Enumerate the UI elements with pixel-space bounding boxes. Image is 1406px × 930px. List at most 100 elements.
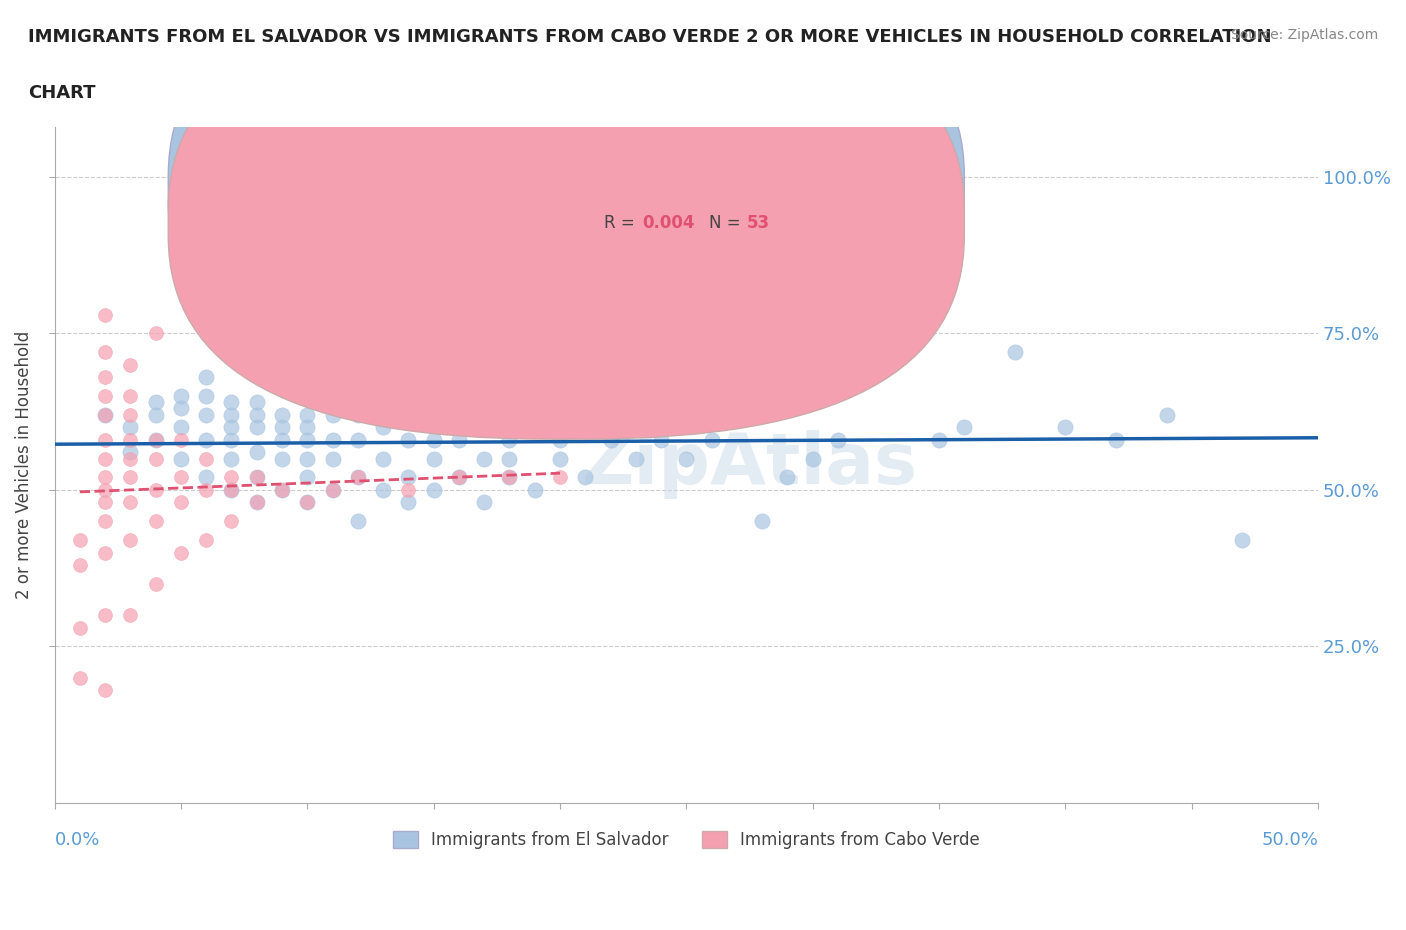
Point (346, 470, 368, 485)
Point (120, 445, 142, 459)
Point (94, 470, 117, 485)
Point (170, 545, 193, 560)
Text: N =: N = (709, 214, 747, 232)
Point (120, 357, 142, 372)
Point (422, 451, 444, 466)
FancyBboxPatch shape (522, 153, 901, 255)
Point (94, 495, 117, 510)
Point (195, 533, 218, 548)
Point (221, 513, 243, 528)
Point (246, 495, 269, 510)
Point (498, 470, 520, 485)
Point (1232, 533, 1254, 548)
Text: CHART: CHART (28, 84, 96, 101)
Point (120, 495, 142, 510)
Point (221, 483, 243, 498)
Point (346, 513, 368, 528)
Point (297, 451, 319, 466)
Point (120, 533, 142, 548)
FancyBboxPatch shape (169, 0, 965, 405)
Point (170, 451, 193, 466)
Point (246, 495, 269, 510)
Point (271, 483, 294, 498)
Point (599, 432, 621, 447)
Text: R =: R = (605, 214, 640, 232)
Point (827, 432, 849, 447)
Point (246, 407, 269, 422)
Point (548, 451, 571, 466)
Point (246, 394, 269, 409)
Point (69, 558, 91, 573)
Point (170, 389, 193, 404)
Point (801, 451, 824, 466)
Point (297, 407, 319, 422)
Point (195, 370, 218, 385)
Point (371, 419, 394, 434)
Point (120, 389, 142, 404)
Point (624, 451, 647, 466)
Point (725, 407, 748, 422)
Point (297, 470, 319, 485)
Point (145, 513, 167, 528)
Point (94, 432, 117, 447)
Point (145, 432, 167, 447)
Point (396, 495, 419, 510)
Text: 0.004: 0.004 (643, 214, 695, 232)
Point (195, 451, 218, 466)
Point (447, 470, 470, 485)
Point (877, 251, 900, 266)
Point (271, 451, 294, 466)
Text: 0.0%: 0.0% (55, 830, 100, 849)
Point (195, 483, 218, 498)
Point (700, 432, 723, 447)
Point (94, 451, 117, 466)
Point (422, 483, 444, 498)
Legend: Immigrants from El Salvador, Immigrants from Cabo Verde: Immigrants from El Salvador, Immigrants … (387, 824, 987, 856)
Point (170, 470, 193, 485)
Point (246, 470, 269, 485)
Point (548, 470, 571, 485)
Point (271, 419, 294, 434)
Point (953, 419, 976, 434)
Point (548, 407, 571, 422)
Point (599, 407, 621, 422)
Point (246, 445, 269, 459)
FancyBboxPatch shape (169, 7, 965, 439)
Point (322, 483, 344, 498)
Point (195, 407, 218, 422)
Point (322, 451, 344, 466)
Point (1105, 432, 1128, 447)
Point (195, 470, 218, 485)
Point (447, 432, 470, 447)
Point (371, 451, 394, 466)
Point (145, 483, 167, 498)
Point (396, 432, 419, 447)
Point (94, 407, 117, 422)
Point (322, 483, 344, 498)
Point (271, 432, 294, 447)
Point (94, 683, 117, 698)
Point (94, 607, 117, 622)
Point (120, 407, 142, 422)
Point (322, 407, 344, 422)
Point (94, 483, 117, 498)
Text: 53: 53 (747, 214, 770, 232)
Point (94, 513, 117, 528)
Point (145, 451, 167, 466)
Point (145, 394, 167, 409)
Text: Source: ZipAtlas.com: Source: ZipAtlas.com (1230, 28, 1378, 42)
Point (624, 282, 647, 297)
Point (574, 470, 596, 485)
Point (120, 451, 142, 466)
Point (94, 545, 117, 560)
Point (195, 389, 218, 404)
Point (271, 483, 294, 498)
Point (422, 432, 444, 447)
Point (472, 495, 495, 510)
Point (221, 407, 243, 422)
Point (221, 483, 243, 498)
Point (170, 432, 193, 447)
Text: -0.092: -0.092 (643, 179, 702, 198)
Point (170, 401, 193, 416)
Point (472, 451, 495, 466)
